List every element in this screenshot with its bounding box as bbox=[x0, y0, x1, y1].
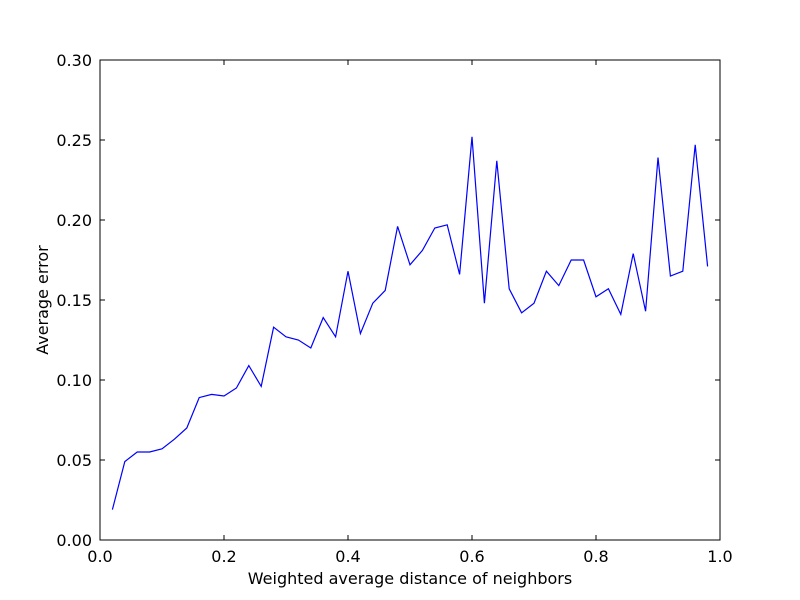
y-tick-label: 0.20 bbox=[56, 211, 92, 230]
x-tick-label: 0.0 bbox=[87, 547, 112, 566]
y-tick-label: 0.30 bbox=[56, 51, 92, 70]
y-tick-label: 0.05 bbox=[56, 451, 92, 470]
plot-frame bbox=[99, 59, 721, 541]
x-tick-label: 0.2 bbox=[211, 547, 236, 566]
y-axis-title: Average error bbox=[33, 245, 52, 355]
ticks-layer: 0.0 0.2 0.4 0.6 0.8 1.0 0.00 0.05 0.10 0.15 0.20 0.… bbox=[56, 51, 732, 566]
plot-layer bbox=[111, 136, 709, 510]
x-axis-title: Weighted average distance of neighbors bbox=[248, 569, 572, 588]
y-tick-label: 0.00 bbox=[56, 531, 92, 550]
y-tick-label: 0.10 bbox=[56, 371, 92, 390]
x-tick-label: 0.8 bbox=[583, 547, 608, 566]
y-tick-label: 0.15 bbox=[56, 291, 92, 310]
y-tick-label: 0.25 bbox=[56, 131, 92, 150]
x-tick-label: 1.0 bbox=[707, 547, 732, 566]
x-tick-label: 0.4 bbox=[335, 547, 360, 566]
series-line bbox=[111, 136, 709, 510]
x-tick-label: 0.6 bbox=[459, 547, 484, 566]
